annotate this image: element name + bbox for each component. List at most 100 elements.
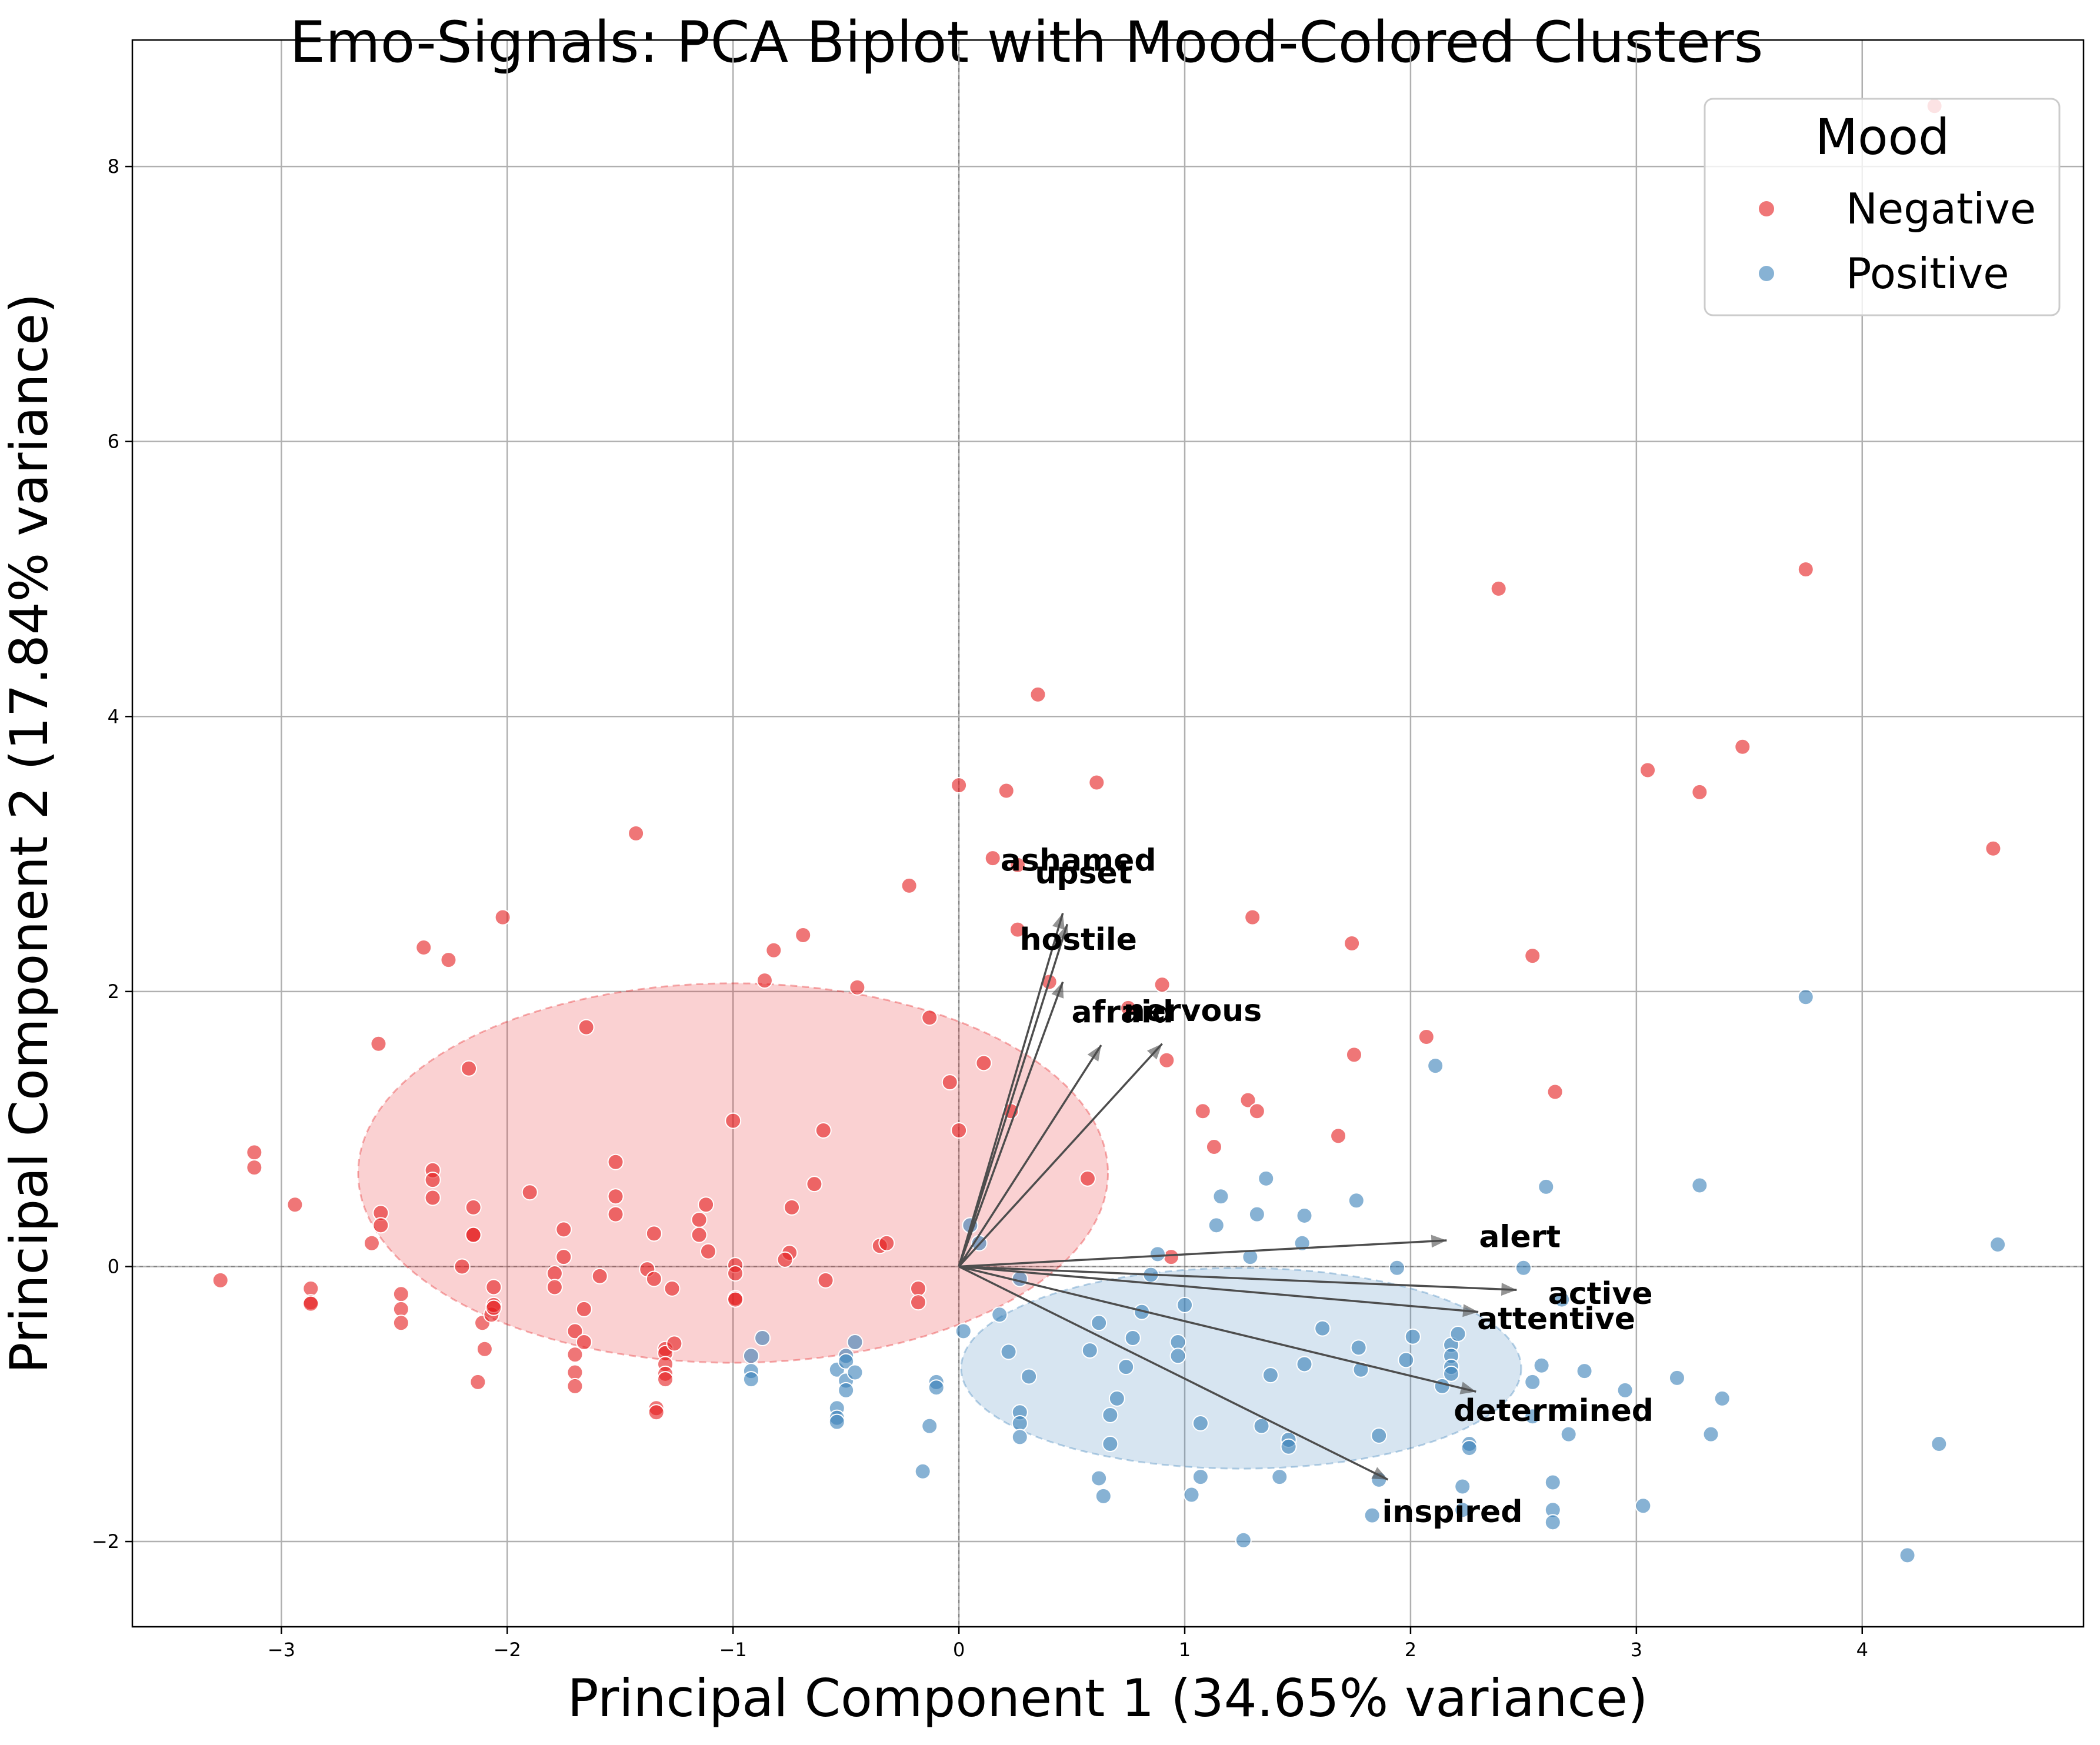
point-positive [1124, 1330, 1141, 1347]
x-tick-label: 1 [1179, 1639, 1191, 1661]
point-positive [742, 1371, 759, 1388]
point-negative [465, 1199, 482, 1216]
point-negative [461, 1060, 478, 1077]
point-positive [1183, 1486, 1200, 1503]
cluster-ellipse-negative [357, 982, 1109, 1364]
point-negative [1691, 783, 1708, 800]
point-positive [1364, 1507, 1381, 1524]
loading-arrow-alert [959, 1239, 1447, 1268]
point-negative [1345, 1046, 1362, 1063]
point-negative [921, 1009, 938, 1026]
point-negative [984, 850, 1001, 867]
point-positive [1388, 1259, 1405, 1276]
point-negative [645, 1225, 662, 1242]
point-negative [1418, 1029, 1435, 1046]
point-negative [575, 1300, 592, 1317]
point-negative [691, 1226, 708, 1243]
point-negative [424, 1189, 441, 1206]
point-positive [1404, 1328, 1421, 1345]
point-negative [951, 777, 968, 794]
point-negative [1009, 856, 1026, 873]
point-negative [1205, 1139, 1222, 1156]
point-positive [1108, 1390, 1125, 1407]
point-negative [1029, 686, 1046, 703]
point-negative [941, 1074, 958, 1091]
loading-arrowhead-attentive [1462, 1304, 1479, 1317]
point-positive [1314, 1320, 1331, 1337]
point-positive [914, 1463, 931, 1480]
loading-label-alert: alert [1479, 1219, 1561, 1254]
point-negative [776, 1251, 794, 1268]
point-negative [440, 952, 457, 969]
point-negative [699, 1243, 716, 1260]
point-negative [392, 1314, 409, 1332]
point-positive [742, 1347, 759, 1364]
point-negative [1120, 999, 1137, 1016]
point-negative [424, 1172, 441, 1189]
point-positive [1668, 1369, 1685, 1386]
point-negative [465, 1226, 482, 1243]
point-negative [998, 782, 1015, 799]
loading-arrowhead-active [1501, 1283, 1517, 1296]
loading-label-attentive: attentive [1477, 1302, 1635, 1337]
point-negative [1797, 561, 1814, 578]
point-negative [910, 1294, 927, 1311]
point-positive [1348, 1192, 1365, 1209]
point-negative [666, 1335, 683, 1352]
point-positive [1011, 1429, 1028, 1446]
x-tick-label: −2 [494, 1639, 521, 1661]
point-negative [725, 1112, 742, 1129]
point-negative [591, 1267, 608, 1284]
point-negative [607, 1206, 624, 1223]
cluster-ellipses [357, 982, 1522, 1470]
point-positive [1461, 1440, 1478, 1457]
point-negative [691, 1211, 708, 1228]
point-negative [1244, 909, 1261, 926]
point-negative [727, 1291, 744, 1308]
point-negative [817, 1272, 834, 1289]
point-positive [1350, 1339, 1367, 1356]
point-negative [1239, 1092, 1256, 1109]
y-tick-label: 2 [108, 980, 119, 1003]
point-positive [838, 1382, 855, 1399]
y-tick-label: 6 [108, 431, 119, 453]
y-tick-label: 8 [108, 155, 119, 178]
point-negative [246, 1159, 263, 1176]
loading-arrowhead-inspired [1371, 1467, 1388, 1480]
point-negative [765, 942, 782, 959]
point-positive [1533, 1357, 1550, 1374]
point-positive [1235, 1532, 1252, 1549]
legend-label-negative: Negative [1846, 184, 2036, 233]
point-positive [1454, 1478, 1471, 1495]
point-positive [1280, 1438, 1297, 1455]
point-negative [454, 1258, 471, 1275]
loading-arrow-inspired [958, 1265, 1389, 1481]
x-tick-label: 4 [1856, 1639, 1868, 1661]
point-negative [1162, 1249, 1179, 1266]
point-positive [1352, 1361, 1369, 1378]
point-negative [1330, 1127, 1347, 1145]
y-tick-label: −2 [92, 1530, 119, 1553]
point-negative [494, 909, 511, 926]
point-negative [546, 1279, 563, 1296]
point-negative [415, 939, 432, 956]
point-negative [648, 1404, 665, 1421]
point-positive [1192, 1469, 1209, 1486]
point-positive [1931, 1436, 1948, 1453]
point-positive [1095, 1487, 1112, 1504]
point-positive [1576, 1363, 1593, 1380]
point-positive [1081, 1342, 1098, 1359]
point-negative [1490, 580, 1507, 597]
point-negative [246, 1144, 263, 1161]
point-positive [1011, 1270, 1028, 1287]
point-positive [1176, 1296, 1194, 1313]
point-positive [1398, 1352, 1415, 1369]
point-negative [1009, 921, 1026, 938]
point-negative [878, 1234, 895, 1252]
point-negative [476, 1340, 493, 1357]
point-negative [1248, 1103, 1265, 1120]
legend-box [1704, 98, 2061, 316]
point-negative [1194, 1103, 1211, 1120]
loading-arrowhead-upset [1056, 924, 1069, 941]
